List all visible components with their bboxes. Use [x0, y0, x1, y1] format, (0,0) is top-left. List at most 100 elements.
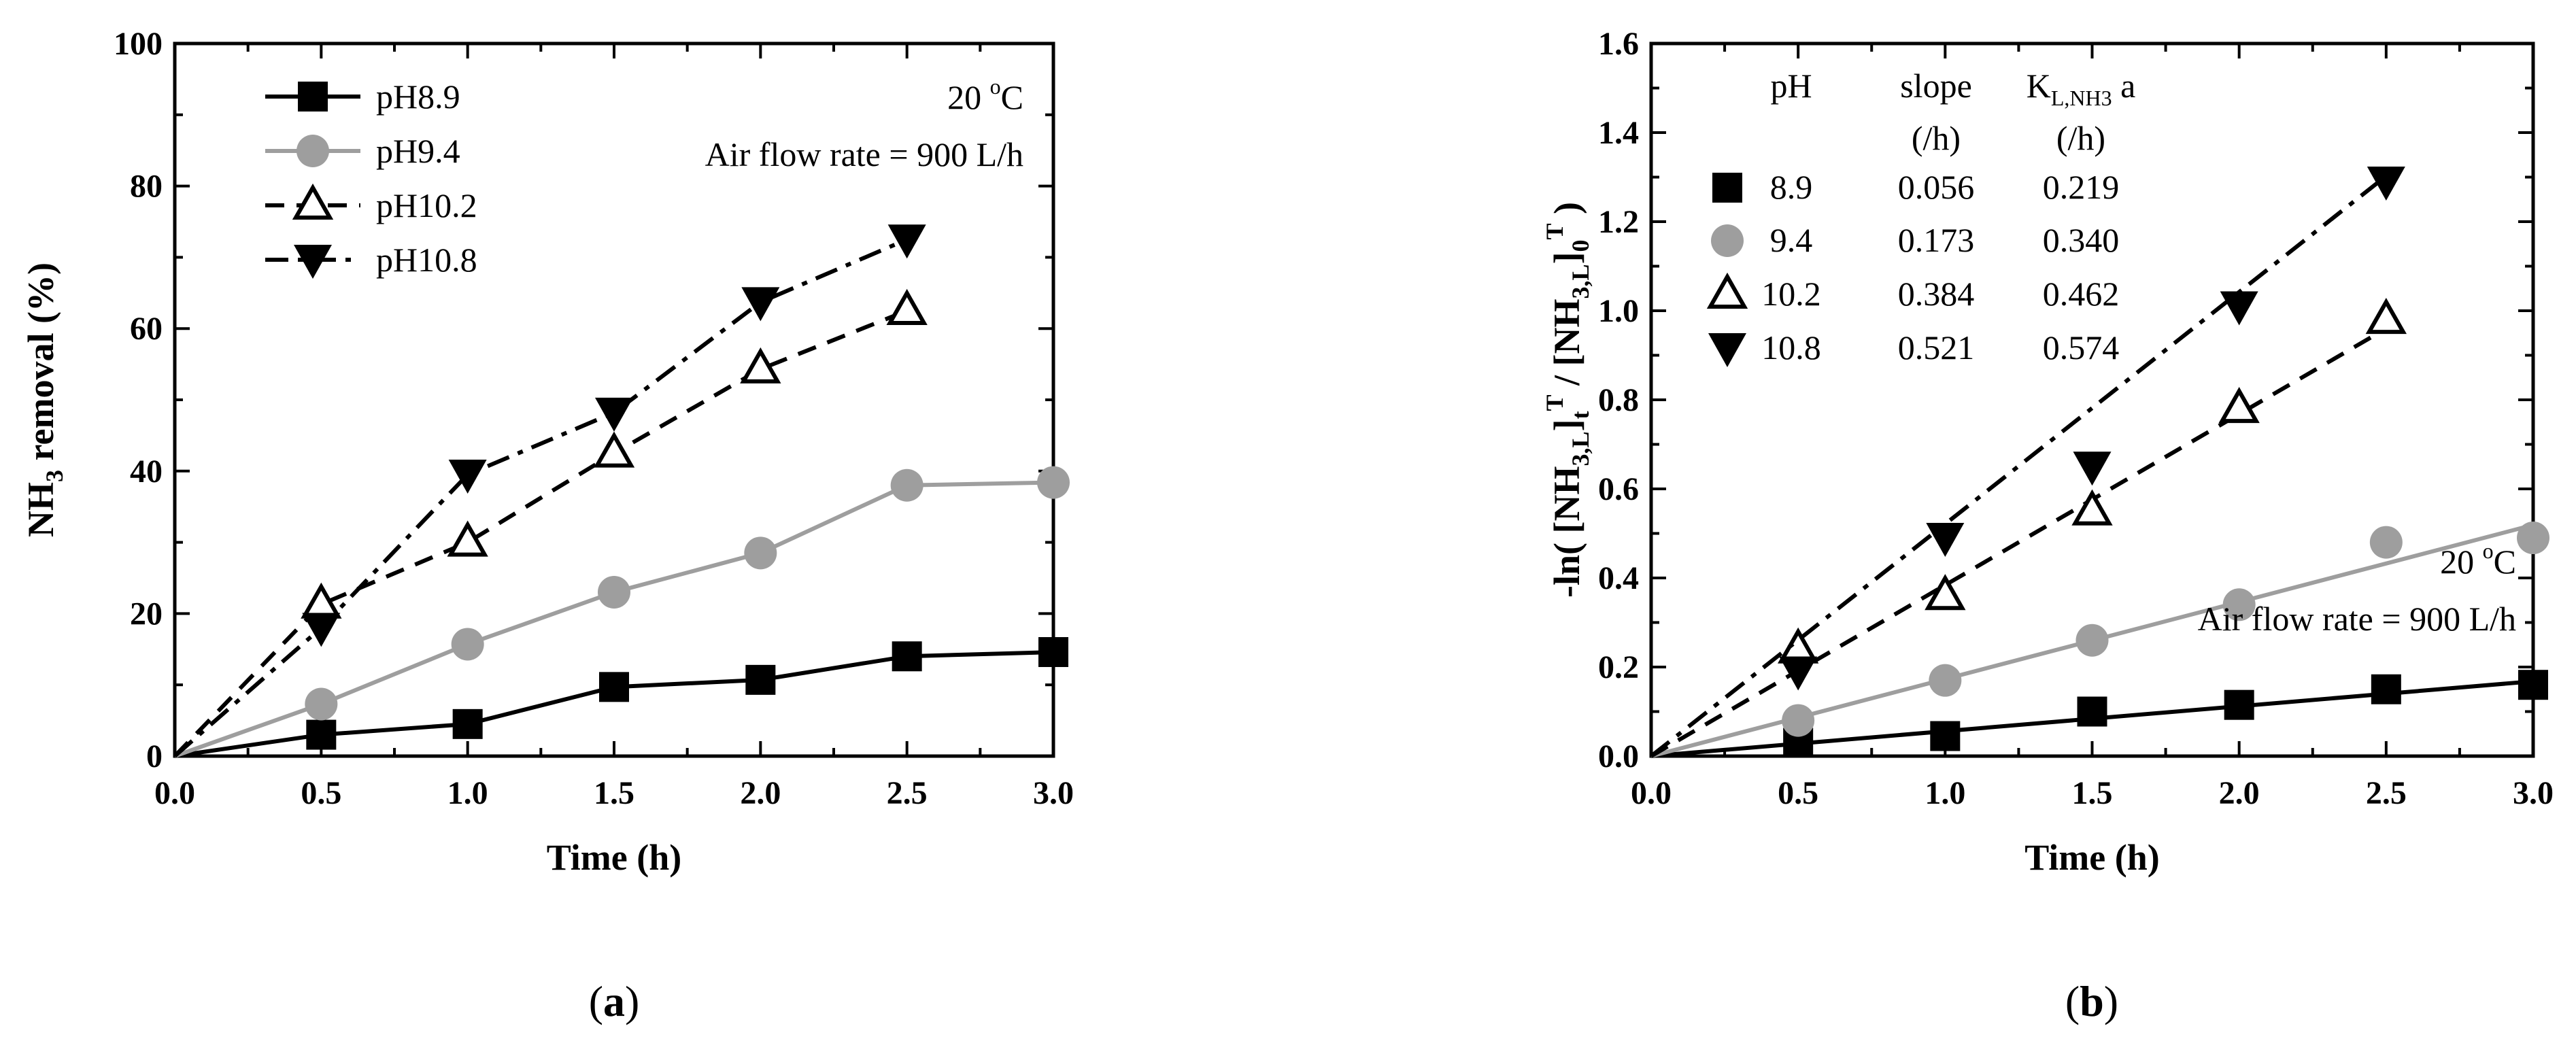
- series-9.4: [1650, 522, 2549, 758]
- legend-label: pH8.9: [376, 78, 460, 116]
- data-point: [451, 628, 484, 661]
- series-pH10.2: [173, 288, 928, 758]
- data-point: [1925, 574, 1966, 611]
- data-point: [1929, 664, 1962, 697]
- y-tick-label: 1.6: [1598, 26, 1639, 62]
- panel-label-paren: ): [2104, 977, 2118, 1025]
- data-point: [745, 664, 776, 695]
- series-10.2: [1650, 298, 2407, 758]
- legend-cell-slope: 0.521: [1898, 328, 1975, 366]
- chart-panel-a: 0.0 0.5 1.0 1.5 2.0 2.5 3.0 0 20 40 60 80 100 Time (h…: [114, 26, 1074, 1025]
- data-point: [886, 288, 928, 325]
- legend-header-kla: KL,NH3 a: [2027, 67, 2136, 110]
- temperature-unit: C: [1001, 78, 1023, 116]
- legend-cell-slope: 0.384: [1898, 275, 1975, 313]
- data-point: [2371, 674, 2401, 704]
- data-point: [890, 468, 923, 502]
- series-group: [1650, 167, 2549, 758]
- legend-cell-ph: 8.9: [1770, 168, 1813, 206]
- x-tick-label: 0.5: [1778, 775, 1818, 811]
- y-axis-title-part: removal (%): [20, 262, 61, 470]
- panel-label: (a): [589, 977, 640, 1025]
- y-tick-label: 40: [130, 454, 163, 490]
- legend: pH8.9 pH9.4 pH10.2 pH10.8: [265, 78, 477, 279]
- series-pH9.4: [173, 466, 1070, 758]
- data-point: [2218, 387, 2260, 424]
- data-point: [598, 575, 630, 609]
- temperature-annotation: 20 oC: [947, 74, 1023, 116]
- data-point: [2369, 526, 2403, 559]
- x-tick-label: 0.0: [154, 775, 195, 811]
- series-pH10.8: [173, 224, 926, 758]
- legend-cell-kla: 0.340: [2043, 221, 2120, 259]
- y-axis-title-sup: T: [1541, 223, 1568, 239]
- x-tick-label: 2.0: [2219, 775, 2260, 811]
- temperature-unit: C: [2494, 543, 2516, 581]
- x-tick-label: 1.0: [1925, 775, 1965, 811]
- legend-cell-ph: 9.4: [1770, 221, 1813, 259]
- data-point: [447, 520, 488, 557]
- y-axis-title-sub: 3: [41, 470, 68, 482]
- y-tick-label: 60: [130, 311, 163, 347]
- y-axis-title-sub: 0: [1567, 240, 1594, 252]
- data-point: [452, 709, 483, 739]
- legend-header-ph: pH: [1770, 67, 1812, 105]
- legend-marker: [1712, 173, 1742, 203]
- panel-label-paren: ): [625, 977, 639, 1025]
- y-axis-title-part: / [NH: [1546, 299, 1587, 395]
- data-point: [1926, 523, 1965, 558]
- plot-frame: [1649, 41, 2535, 758]
- legend-header-kla-unit: (/h): [2056, 119, 2105, 157]
- panel-label: (b): [2065, 977, 2118, 1025]
- y-axis-title-sup: T: [1541, 395, 1568, 411]
- data-point: [887, 224, 926, 259]
- temperature-degree: o: [2483, 539, 2494, 563]
- temperature-value: 20: [947, 78, 990, 116]
- data-point: [1037, 466, 1070, 499]
- panel-label-paren: (: [2065, 977, 2080, 1025]
- data-point: [306, 719, 337, 750]
- temperature-value: 20: [2440, 543, 2483, 581]
- data-point: [892, 641, 922, 672]
- data-point: [305, 687, 338, 721]
- data-point: [2220, 291, 2258, 326]
- x-tick-label: 1.0: [447, 775, 488, 811]
- legend-cell-ph: 10.2: [1761, 275, 1821, 313]
- legend-marker: [296, 135, 329, 167]
- y-tick-label: 0.8: [1598, 382, 1639, 418]
- y-tick-label: 20: [130, 596, 163, 632]
- legend-cell-kla: 0.462: [2043, 275, 2120, 313]
- data-point: [2367, 167, 2405, 201]
- y-tick-label: 0.6: [1598, 471, 1639, 507]
- y-axis-title-part: NH: [20, 482, 61, 537]
- legend-label: pH10.8: [376, 241, 477, 279]
- data-point: [1779, 656, 1818, 691]
- data-point: [599, 672, 629, 702]
- chart-panel-b: 0.0 0.5 1.0 1.5 2.0 2.5 3.0 0.0 0.2 0.4 0.6 0.8 1.0 1…: [1598, 26, 2554, 1025]
- data-point: [2365, 298, 2407, 335]
- data-point: [2071, 489, 2113, 526]
- data-point: [1038, 636, 1068, 667]
- kla-sub: L,NH3: [2051, 86, 2112, 110]
- x-axis-title: Time (h): [547, 837, 682, 878]
- panel-label-letter: a: [603, 977, 625, 1025]
- data-point: [448, 460, 487, 494]
- data-point: [741, 287, 780, 322]
- airflow-annotation: Air flow rate = 900 L/h: [705, 135, 1023, 173]
- kla-main: K: [2027, 67, 2051, 105]
- data-point: [302, 613, 341, 647]
- legend-marker: [298, 82, 328, 112]
- data-point: [1782, 704, 1815, 737]
- data-point: [2073, 451, 2112, 486]
- series-line-pH10.2: [173, 309, 908, 758]
- data-point: [2222, 588, 2256, 621]
- legend-cell-kla: 0.219: [2043, 168, 2120, 206]
- x-axis-title: Time (h): [2024, 837, 2160, 878]
- x-tick-label: 3.0: [1033, 775, 1074, 811]
- y-tick-label: 1.2: [1598, 204, 1639, 240]
- y-tick-label: 0.2: [1598, 649, 1639, 685]
- x-tick-label: 2.5: [887, 775, 928, 811]
- data-point: [2224, 689, 2254, 720]
